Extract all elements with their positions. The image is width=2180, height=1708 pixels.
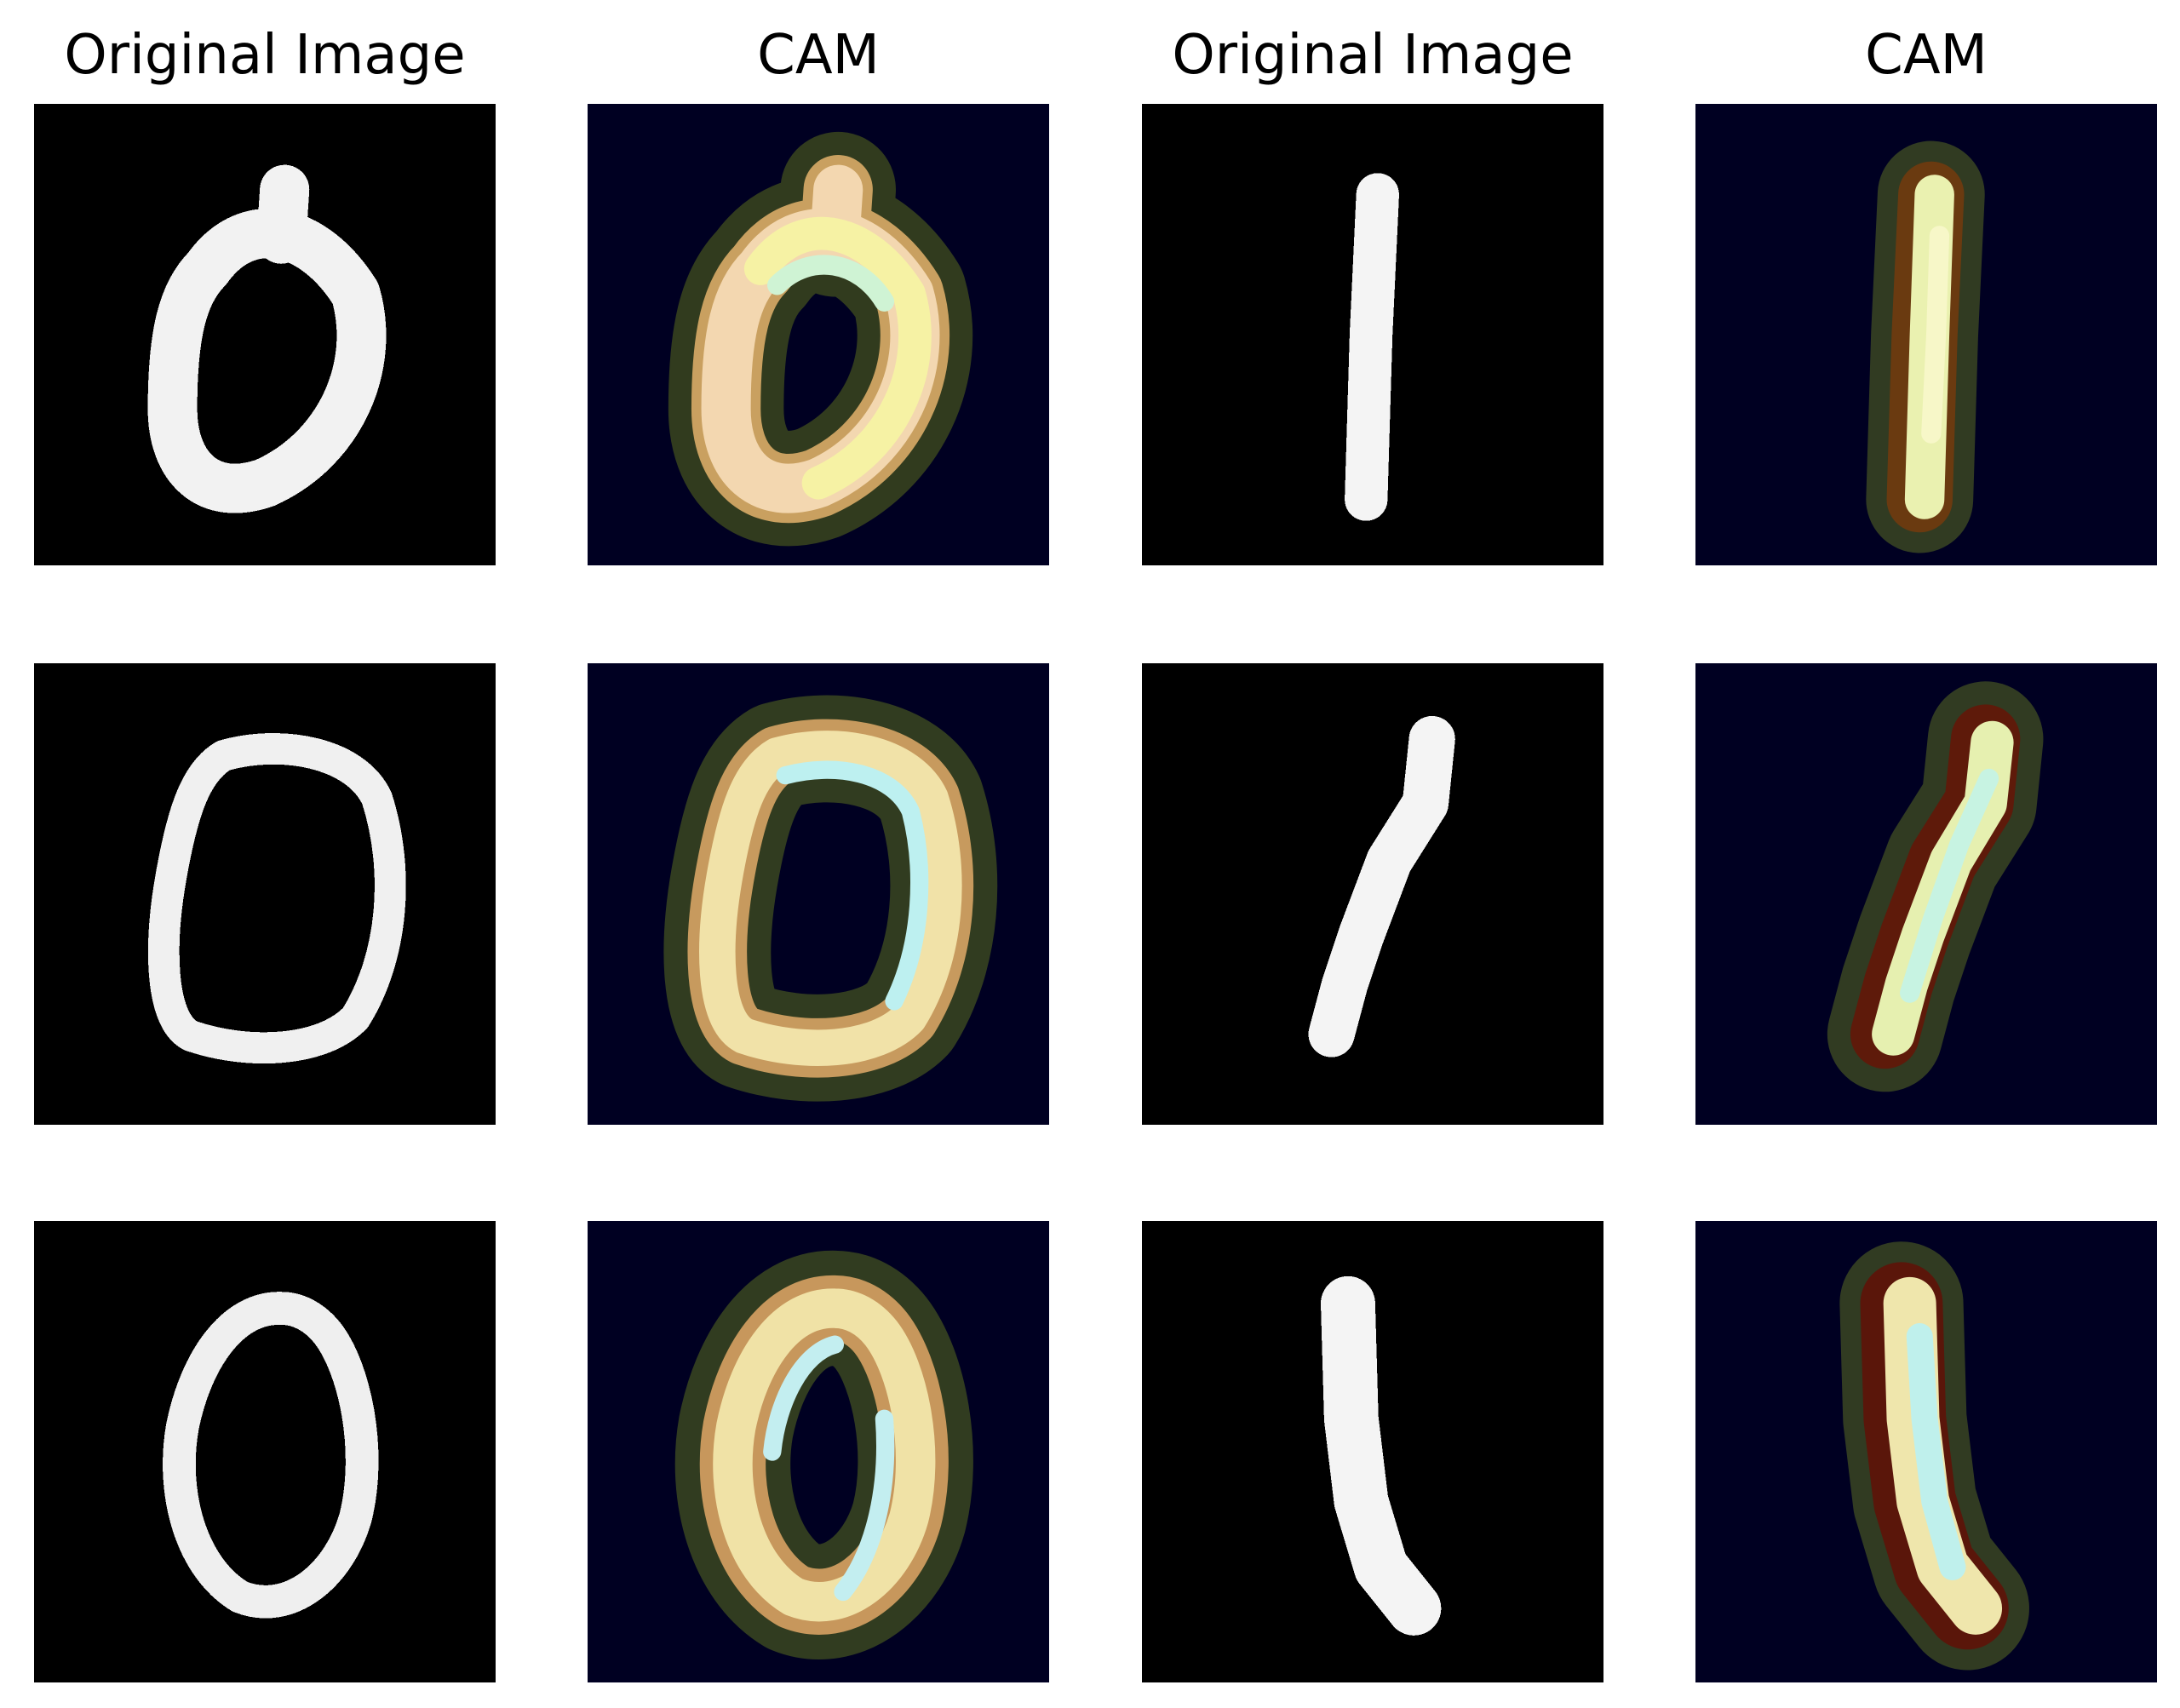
cam-overlay-one-2 — [1695, 663, 2157, 1125]
column-title-cam-2: CAM — [1865, 24, 1988, 87]
column-title-cam-1: CAM — [757, 24, 880, 87]
cam-overlay-zero-2 — [588, 663, 1049, 1125]
original-image-zero-3 — [34, 1221, 496, 1682]
cam-overlay-zero-1 — [588, 104, 1049, 565]
original-image-one-1 — [1142, 104, 1603, 565]
column-title-original-2: Original Image — [1172, 24, 1574, 87]
original-image-one-3 — [1142, 1221, 1603, 1682]
original-image-zero-1 — [34, 104, 496, 565]
column-title-original-1: Original Image — [64, 24, 466, 87]
cam-overlay-one-3 — [1695, 1221, 2157, 1682]
original-image-zero-2 — [34, 663, 496, 1125]
cam-overlay-one-1 — [1695, 104, 2157, 565]
cam-overlay-zero-3 — [588, 1221, 1049, 1682]
original-image-one-2 — [1142, 663, 1603, 1125]
